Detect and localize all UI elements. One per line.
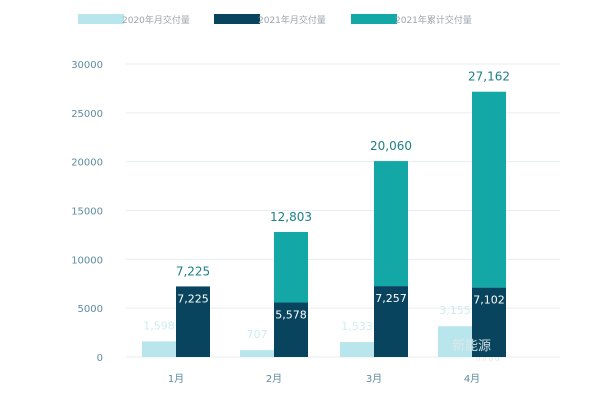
bar-2021-cumulative-2 (274, 231, 308, 303)
x-tick-label-1: 1月 (168, 373, 184, 385)
bar-2020-3 (340, 342, 374, 357)
bar-2021-cumulative-3 (374, 161, 408, 287)
data-label-2021-cumulative-4: 27,162 (468, 70, 510, 84)
bar-2020-2 (240, 350, 274, 357)
watermark-subtext: nvou (476, 355, 501, 363)
data-label-2021-cumulative-2: 12,803 (270, 210, 312, 224)
data-label-2021-cumulative-3: 20,060 (370, 139, 412, 153)
data-label-2020-3: 1,533 (341, 320, 373, 333)
bar-2020-4 (438, 326, 472, 357)
bar-2021-monthly-1 (176, 286, 210, 357)
y-tick-label-25000: 25000 (71, 109, 103, 120)
data-label-2021-monthly-3: 7,257 (375, 292, 407, 305)
legend-label-2: 2021年月交付量 (258, 14, 326, 26)
y-tick-label-30000: 30000 (71, 60, 103, 71)
legend-label-3: 2021年累计交付量 (395, 14, 472, 26)
y-tick-label-20000: 20000 (71, 158, 103, 169)
data-label-2021-monthly-4: 7,102 (473, 294, 505, 307)
watermark-text: 新能源 (452, 338, 491, 354)
data-label-2020-2: 707 (247, 328, 268, 341)
legend-swatch-3 (351, 14, 397, 24)
bar-2021-cumulative-4 (472, 91, 506, 288)
bar-2021-monthly-3 (374, 286, 408, 357)
y-tick-label-15000: 15000 (71, 207, 103, 218)
x-tick-label-4: 4月 (464, 373, 480, 385)
data-label-2021-monthly-1: 7,225 (177, 292, 209, 305)
bar-2021-monthly-2 (274, 302, 308, 357)
x-tick-label-2: 2月 (266, 373, 282, 385)
y-tick-label-0: 0 (97, 353, 103, 364)
data-label-2021-cumulative-1: 7,225 (176, 264, 210, 278)
legend-swatch-1 (78, 14, 124, 24)
legend-swatch-2 (214, 14, 260, 24)
data-label-2021-monthly-2: 5,578 (275, 309, 307, 322)
y-tick-label-5000: 5000 (78, 304, 103, 315)
data-label-2020-1: 1,598 (143, 319, 175, 332)
bar-2020-1 (142, 341, 176, 357)
data-label-2020-4: 3,155 (439, 304, 471, 317)
bar-2021-monthly-4 (472, 287, 506, 357)
y-tick-label-10000: 10000 (71, 255, 103, 266)
x-tick-label-3: 3月 (366, 373, 382, 385)
legend-label-1: 2020年月交付量 (122, 14, 190, 26)
